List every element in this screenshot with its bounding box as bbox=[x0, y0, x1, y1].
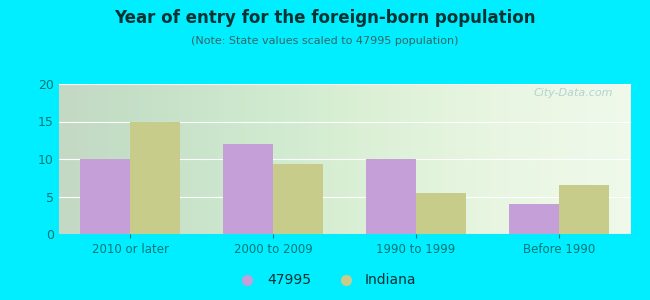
Bar bbox=[223, 144, 273, 234]
Text: Year of entry for the foreign-born population: Year of entry for the foreign-born popul… bbox=[114, 9, 536, 27]
Bar bbox=[559, 185, 609, 234]
Legend: 47995, Indiana: 47995, Indiana bbox=[228, 268, 422, 293]
Bar bbox=[273, 164, 323, 234]
Bar bbox=[130, 122, 180, 234]
Bar bbox=[416, 193, 466, 234]
Text: (Note: State values scaled to 47995 population): (Note: State values scaled to 47995 popu… bbox=[191, 36, 459, 46]
Text: City-Data.com: City-Data.com bbox=[534, 88, 614, 98]
Bar bbox=[80, 159, 130, 234]
Bar bbox=[366, 159, 416, 234]
Bar bbox=[509, 204, 559, 234]
